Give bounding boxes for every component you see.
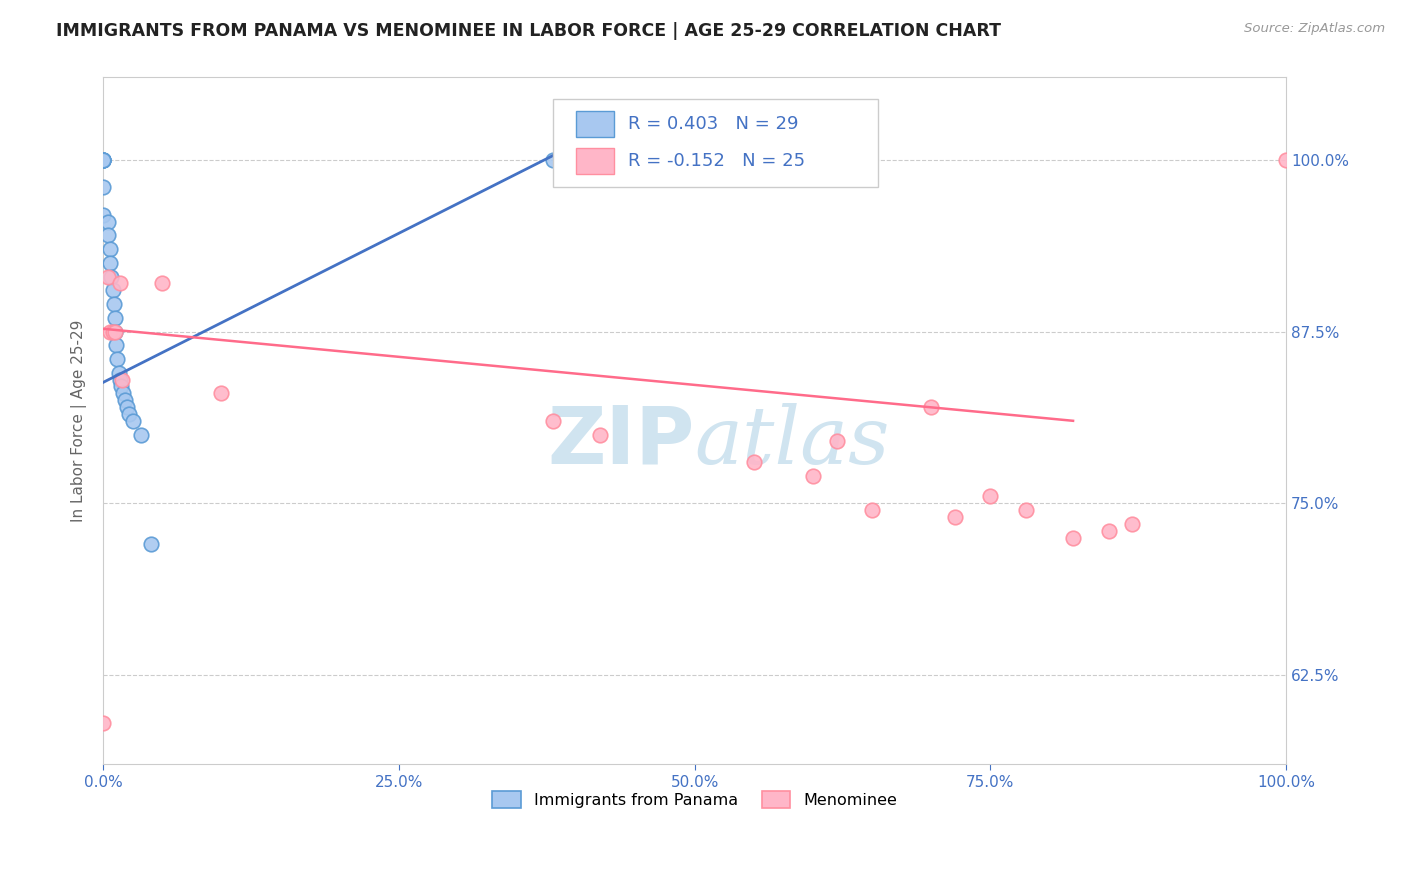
Text: R = 0.403   N = 29: R = 0.403 N = 29 <box>628 115 799 133</box>
FancyBboxPatch shape <box>576 111 614 136</box>
Text: IMMIGRANTS FROM PANAMA VS MENOMINEE IN LABOR FORCE | AGE 25-29 CORRELATION CHART: IMMIGRANTS FROM PANAMA VS MENOMINEE IN L… <box>56 22 1001 40</box>
Point <box>104 325 127 339</box>
Point <box>103 297 125 311</box>
Text: ZIP: ZIP <box>547 402 695 481</box>
Point <box>108 277 131 291</box>
Point <box>979 489 1001 503</box>
Legend: Immigrants from Panama, Menominee: Immigrants from Panama, Menominee <box>485 784 904 814</box>
Point <box>100 269 122 284</box>
Point <box>101 325 124 339</box>
Point <box>91 715 114 730</box>
Point <box>110 379 132 393</box>
Point <box>97 228 120 243</box>
Text: Source: ZipAtlas.com: Source: ZipAtlas.com <box>1244 22 1385 36</box>
Point <box>91 180 114 194</box>
FancyBboxPatch shape <box>553 99 877 187</box>
Point <box>121 414 143 428</box>
Point <box>91 153 114 167</box>
Text: atlas: atlas <box>695 402 890 480</box>
Point <box>118 407 141 421</box>
Point <box>98 242 121 256</box>
Point <box>801 468 824 483</box>
Point <box>107 366 129 380</box>
Point <box>150 277 173 291</box>
Point <box>97 214 120 228</box>
Point <box>101 283 124 297</box>
Point <box>1275 153 1298 167</box>
Point <box>97 269 120 284</box>
Point <box>91 153 114 167</box>
FancyBboxPatch shape <box>576 148 614 174</box>
Point <box>825 434 848 449</box>
Point <box>211 386 233 401</box>
Point <box>112 386 135 401</box>
Point <box>91 208 114 222</box>
Point <box>1121 516 1143 531</box>
Point <box>114 393 136 408</box>
Point <box>1015 503 1038 517</box>
Point <box>107 351 129 366</box>
Point <box>1062 531 1084 545</box>
Y-axis label: In Labor Force | Age 25-29: In Labor Force | Age 25-29 <box>72 319 87 522</box>
Point <box>129 427 152 442</box>
Point <box>91 153 114 167</box>
Point <box>139 537 162 551</box>
Point <box>920 400 942 414</box>
Point <box>111 373 134 387</box>
Point <box>589 427 612 442</box>
Point <box>98 325 121 339</box>
Point <box>742 455 765 469</box>
Point <box>943 510 966 524</box>
Point <box>108 373 131 387</box>
Point <box>541 414 564 428</box>
Point <box>104 325 127 339</box>
Point <box>98 256 121 270</box>
Point <box>105 338 128 352</box>
Point <box>91 153 114 167</box>
Point <box>91 153 114 167</box>
Text: R = -0.152   N = 25: R = -0.152 N = 25 <box>628 153 806 170</box>
Point <box>860 503 883 517</box>
Point <box>1097 524 1119 538</box>
Point <box>104 310 127 325</box>
Point <box>541 153 564 167</box>
Point <box>115 400 138 414</box>
